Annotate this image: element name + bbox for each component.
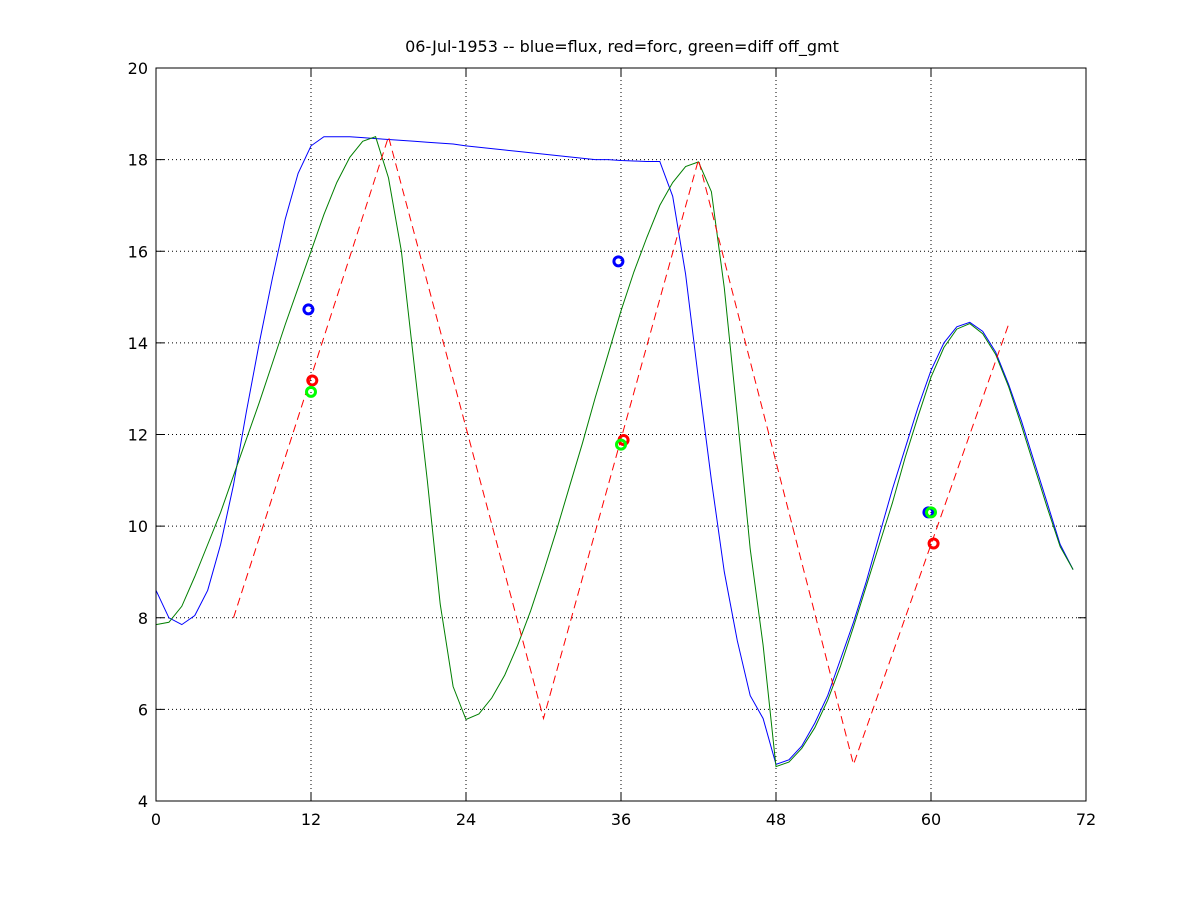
x-tick-label: 12 <box>301 810 321 829</box>
x-tick-label: 0 <box>151 810 161 829</box>
x-tick-label: 48 <box>766 810 786 829</box>
x-tick-label: 60 <box>921 810 941 829</box>
x-tick-label: 36 <box>611 810 631 829</box>
diff-series-line <box>155 136 1074 768</box>
x-tick-label: 72 <box>1076 810 1096 829</box>
y-tick-label: 14 <box>128 334 148 353</box>
flux-marker <box>302 303 315 316</box>
axis-ticks: 0 12 24 36 48 60 72 4 6 8 10 12 14 16 18 20 <box>128 59 1097 829</box>
y-tick-label: 12 <box>128 426 148 445</box>
flux-marker <box>612 255 625 268</box>
y-tick-label: 10 <box>128 517 148 536</box>
diff-marker <box>615 438 627 451</box>
y-tick-label: 18 <box>128 151 148 170</box>
y-tick-label: 4 <box>138 792 148 811</box>
diff-marker <box>925 506 937 519</box>
flux-series-line <box>155 136 1074 766</box>
y-tick-label: 6 <box>138 700 148 719</box>
chart-title: 06-Jul-1953 -- blue=flux, red=forc, gree… <box>405 37 839 57</box>
marker-layer <box>302 255 940 550</box>
y-tick-label: 20 <box>128 59 148 78</box>
y-tick-label: 16 <box>128 242 148 261</box>
x-tick-label: 24 <box>456 810 476 829</box>
forc-marker <box>306 374 319 387</box>
diff-marker <box>305 385 317 398</box>
y-tick-label: 8 <box>138 609 148 628</box>
forc-marker <box>927 537 940 550</box>
grid-lines <box>156 68 1086 801</box>
